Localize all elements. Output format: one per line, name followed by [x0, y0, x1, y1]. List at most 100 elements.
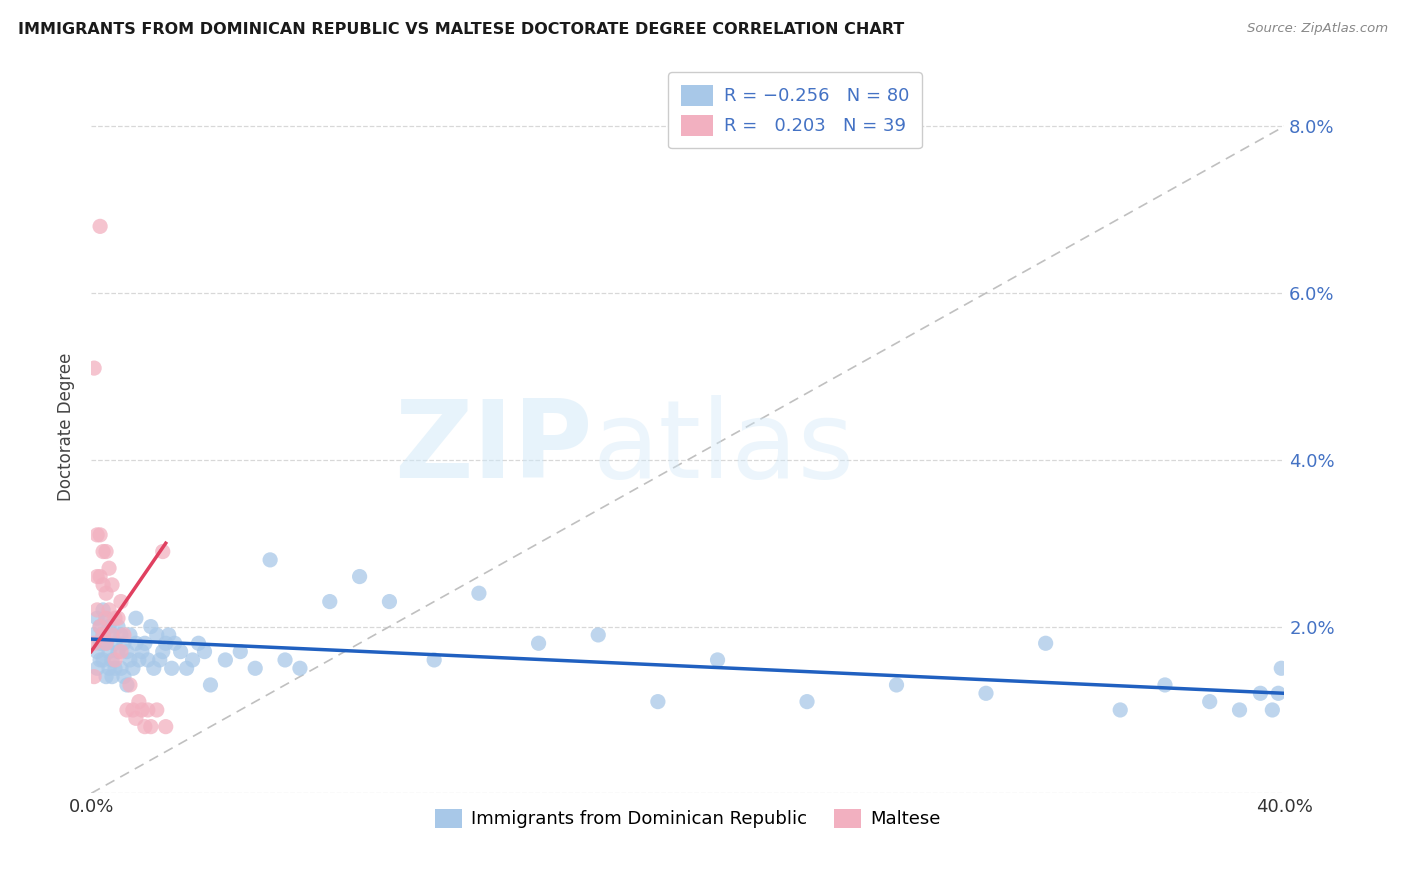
- Point: [104, 611, 127, 625]
- Point: [94, 670, 117, 684]
- Point: [101, 670, 124, 684]
- Point: [125, 636, 148, 650]
- Point: [245, 661, 267, 675]
- Point: [115, 644, 138, 658]
- Point: [1109, 703, 1132, 717]
- Text: ZIP: ZIP: [394, 395, 592, 501]
- Point: [89, 528, 111, 542]
- Point: [104, 636, 127, 650]
- Point: [91, 628, 114, 642]
- Point: [200, 678, 222, 692]
- Point: [1267, 686, 1289, 700]
- Point: [91, 603, 114, 617]
- Point: [91, 544, 114, 558]
- Text: IMMIGRANTS FROM DOMINICAN REPUBLIC VS MALTESE DOCTORATE DEGREE CORRELATION CHART: IMMIGRANTS FROM DOMINICAN REPUBLIC VS MA…: [18, 22, 904, 37]
- Point: [122, 661, 145, 675]
- Y-axis label: Doctorate Degree: Doctorate Degree: [58, 352, 75, 500]
- Point: [468, 586, 491, 600]
- Point: [1229, 703, 1251, 717]
- Point: [86, 569, 108, 583]
- Point: [89, 619, 111, 633]
- Point: [586, 628, 609, 642]
- Point: [112, 670, 135, 684]
- Point: [131, 703, 153, 717]
- Point: [86, 661, 108, 675]
- Point: [155, 720, 177, 734]
- Point: [134, 636, 156, 650]
- Point: [115, 678, 138, 692]
- Point: [527, 636, 550, 650]
- Point: [288, 661, 311, 675]
- Point: [101, 578, 124, 592]
- Point: [89, 619, 111, 633]
- Point: [139, 619, 162, 633]
- Text: atlas: atlas: [592, 395, 855, 501]
- Point: [86, 528, 108, 542]
- Point: [94, 636, 117, 650]
- Point: [89, 653, 111, 667]
- Point: [94, 611, 117, 625]
- Point: [86, 603, 108, 617]
- Legend: Immigrants from Dominican Republic, Maltese: Immigrants from Dominican Republic, Malt…: [427, 802, 948, 836]
- Point: [146, 628, 169, 642]
- Point: [139, 720, 162, 734]
- Point: [181, 653, 204, 667]
- Point: [112, 636, 135, 650]
- Point: [134, 720, 156, 734]
- Point: [83, 670, 105, 684]
- Point: [112, 628, 135, 642]
- Point: [125, 611, 148, 625]
- Point: [1035, 636, 1057, 650]
- Point: [110, 661, 132, 675]
- Point: [378, 594, 401, 608]
- Point: [176, 661, 198, 675]
- Point: [796, 695, 818, 709]
- Point: [98, 603, 121, 617]
- Point: [110, 628, 132, 642]
- Point: [101, 628, 124, 642]
- Point: [115, 703, 138, 717]
- Point: [98, 661, 121, 675]
- Point: [214, 653, 236, 667]
- Point: [98, 619, 121, 633]
- Point: [136, 653, 159, 667]
- Point: [118, 678, 141, 692]
- Point: [94, 544, 117, 558]
- Point: [193, 644, 215, 658]
- Point: [157, 628, 180, 642]
- Point: [169, 644, 191, 658]
- Point: [152, 644, 174, 658]
- Point: [647, 695, 669, 709]
- Point: [86, 611, 108, 625]
- Point: [1270, 661, 1292, 675]
- Point: [89, 636, 111, 650]
- Point: [155, 636, 177, 650]
- Point: [974, 686, 997, 700]
- Point: [107, 644, 129, 658]
- Point: [86, 644, 108, 658]
- Point: [98, 644, 121, 658]
- Point: [91, 653, 114, 667]
- Point: [83, 628, 105, 642]
- Point: [149, 653, 172, 667]
- Point: [187, 636, 209, 650]
- Text: Source: ZipAtlas.com: Source: ZipAtlas.com: [1247, 22, 1388, 36]
- Point: [98, 561, 121, 575]
- Point: [131, 644, 153, 658]
- Point: [104, 661, 127, 675]
- Point: [118, 628, 141, 642]
- Point: [107, 611, 129, 625]
- Point: [101, 653, 124, 667]
- Point: [142, 661, 165, 675]
- Point: [136, 703, 159, 717]
- Point: [89, 219, 111, 234]
- Point: [886, 678, 908, 692]
- Point: [706, 653, 728, 667]
- Point: [1261, 703, 1284, 717]
- Point: [89, 569, 111, 583]
- Point: [128, 695, 150, 709]
- Point: [274, 653, 297, 667]
- Point: [423, 653, 446, 667]
- Point: [110, 644, 132, 658]
- Point: [125, 711, 148, 725]
